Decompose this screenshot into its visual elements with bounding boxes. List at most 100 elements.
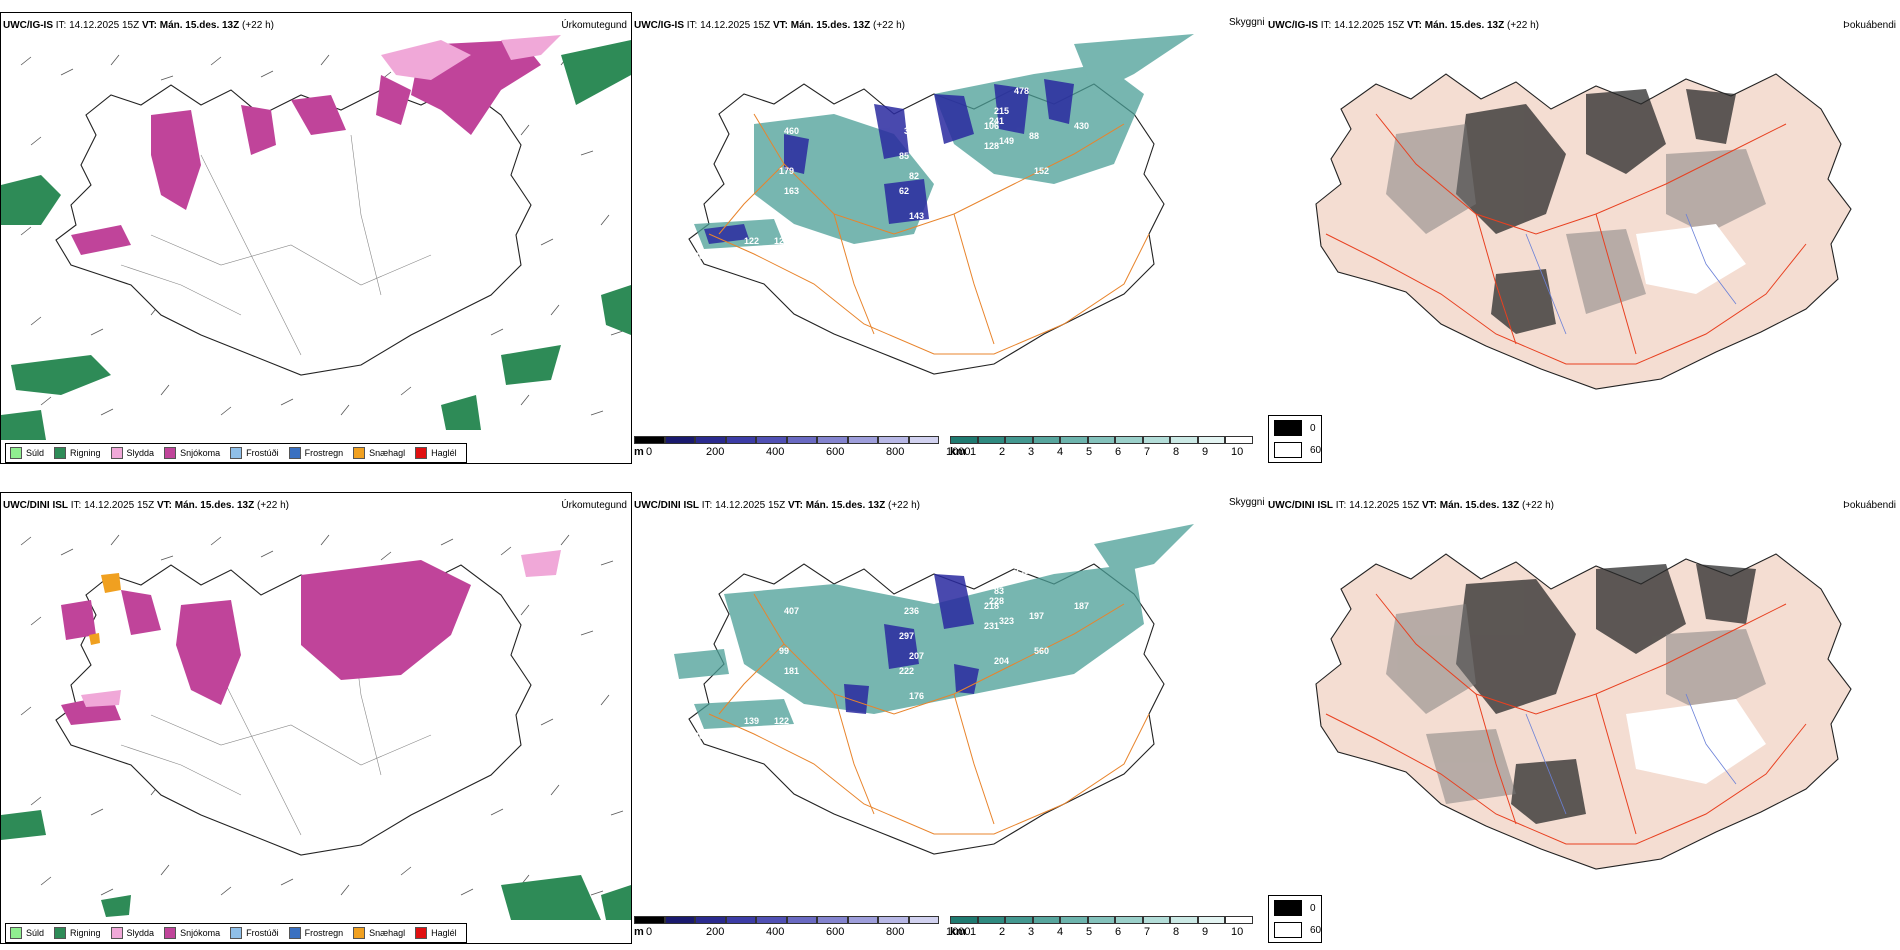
legend-item: Snæhagl xyxy=(353,927,405,939)
visibility-label: 60 xyxy=(1310,924,1322,936)
colorbar-tick: 2 xyxy=(999,446,1006,458)
legend-swatch xyxy=(288,447,301,459)
colorbar-tick: 2 xyxy=(999,926,1006,938)
colorbar-tick: 8 xyxy=(1173,926,1180,938)
visibility-legend-row: 60 xyxy=(1274,922,1321,938)
visibility-swatch xyxy=(1274,900,1302,916)
panel-header: UWC/DINI ISL IT: 14.12.2025 15Z VT: Mán.… xyxy=(3,500,631,516)
cloud-base-label: 228 xyxy=(989,596,1004,606)
lead-time: (+22 h) xyxy=(257,500,289,511)
colorbar-segment xyxy=(1115,916,1143,924)
it-value: 14.12.2025 15Z xyxy=(715,500,786,511)
cloud-base-colorbar: m 0 200 400 600 800 1000 xyxy=(634,916,970,940)
colorbar-segment xyxy=(950,436,978,444)
snow-areas xyxy=(61,560,471,725)
colorbar-tick: 3 xyxy=(1028,926,1035,938)
legend-swatch xyxy=(230,927,243,939)
colorbar-segment xyxy=(1032,436,1060,444)
colorbar-segment xyxy=(1005,436,1033,444)
legend-label: Snæhagl xyxy=(369,448,406,458)
cloud-base-label: 218 xyxy=(984,601,999,611)
legend-item: Slydda xyxy=(110,927,154,939)
cloud-base-label: 215 xyxy=(994,106,1009,116)
cloud-base-label: 154 xyxy=(994,176,1009,186)
model-name: UWC/IG-IS xyxy=(1268,20,1318,31)
cloud-base-label: 121 xyxy=(964,696,979,706)
fog-map xyxy=(1315,553,1852,870)
fog-grey-areas xyxy=(1386,604,1766,804)
colorbar-tick: 6 xyxy=(1115,926,1122,938)
visibility-legend: 0 60 xyxy=(1268,895,1322,943)
cloud-base-label: 179 xyxy=(779,166,794,176)
colorbar-segment xyxy=(1170,436,1198,444)
legend-label: Súld xyxy=(26,928,45,938)
cloud-top-colorbar: km 1 2 3 4 5 6 7 8 9 10 xyxy=(950,916,1262,940)
it-label: IT: xyxy=(1335,500,1347,511)
cloud-panel-2: UWC/DINI ISL IT: 14.12.2025 15Z VT: Mán.… xyxy=(634,492,1265,944)
legend-item: Snjókoma xyxy=(164,927,220,939)
colorbar-segment xyxy=(1225,436,1253,444)
sleet-areas xyxy=(381,35,561,80)
cloud-base-colorbar: m 0 200 400 600 800 1000 xyxy=(634,436,970,460)
fog-panel-1: UWC/IG-IS IT: 14.12.2025 15Z VT: Mán. 15… xyxy=(1266,12,1900,464)
it-value: 14.12.2025 15Z xyxy=(1334,20,1405,31)
model-name: UWC/DINI ISL xyxy=(634,500,699,511)
colorbar-tick: 10 xyxy=(1231,446,1244,458)
colorbar-segment xyxy=(1087,436,1115,444)
colorbar-segment xyxy=(1060,916,1088,924)
legend-label: Frostregn xyxy=(304,448,344,458)
panel-title: Úrkomutegund xyxy=(561,500,627,511)
colorbar-tick: 1 xyxy=(970,446,977,458)
colorbar-unit: km xyxy=(950,926,966,938)
visibility-legend: 0 60 xyxy=(1268,415,1322,463)
legend-label: Rigning xyxy=(70,928,101,938)
cloud-map: 235 228 197 187 236 297 207 222 218 231 323 204 560 1… xyxy=(674,524,1194,855)
roads xyxy=(708,593,1150,835)
legend-swatch xyxy=(288,927,301,939)
it-value: 14.12.2025 15Z xyxy=(84,500,155,511)
colorbar-segment xyxy=(1225,916,1253,924)
colorbar-segment xyxy=(1170,916,1198,924)
visibility-swatch xyxy=(1274,420,1302,436)
fog-roads xyxy=(1325,113,1807,365)
colorbar-segment xyxy=(878,916,909,924)
precip-legend: Súld Rigning Slydda Snjókoma Frostúði Frostre… xyxy=(5,443,467,463)
legend-swatch xyxy=(415,927,428,939)
colorbar-segment xyxy=(908,916,939,924)
panel-title: Þokuábendi xyxy=(1843,500,1896,511)
colorbar-tick: 200 xyxy=(706,926,725,938)
panel-title: Úrkomutegund xyxy=(561,20,627,31)
cloud-top-areas xyxy=(674,524,1194,729)
cloud-panel-1: UWC/IG-IS IT: 14.12.2025 15Z VT: Mán. 15… xyxy=(634,12,1265,464)
legend-swatch xyxy=(230,447,243,459)
lead-time: (+22 h) xyxy=(242,20,274,31)
roads xyxy=(708,113,1150,355)
iceland-land xyxy=(1315,73,1852,390)
lead-time: (+22 h) xyxy=(1522,500,1554,511)
colorbar-segment xyxy=(908,436,939,444)
panel-title: Skyggni xyxy=(1229,497,1265,508)
cloud-top-colorbar: km 1 2 3 4 5 6 7 8 9 10 xyxy=(950,436,1262,460)
cloud-base-areas xyxy=(844,574,979,714)
colorbar-tick: 10 xyxy=(1231,926,1244,938)
legend-swatch xyxy=(353,927,366,939)
cloud-base-label: 149 xyxy=(999,136,1014,146)
lead-time: (+22 h) xyxy=(1507,20,1539,31)
legend-item: Rigning xyxy=(54,927,101,939)
cloud-base-label: 128 xyxy=(984,141,999,151)
fog-grey-areas xyxy=(1386,124,1766,314)
colorbar-segment xyxy=(878,436,909,444)
panel-header: UWC/DINI ISL IT: 14.12.2025 15Z VT: Mán.… xyxy=(634,500,1264,516)
colorbar-segment xyxy=(1060,436,1088,444)
visibility-swatch xyxy=(1274,442,1302,458)
cloud-base-label: 297 xyxy=(899,631,914,641)
cloud-base-label: 106 xyxy=(984,121,999,131)
colorbar-segment xyxy=(756,916,787,924)
visibility-legend-row: 60 xyxy=(1274,442,1321,458)
legend-label: Rigning xyxy=(70,448,101,458)
colorbar-segment xyxy=(695,916,726,924)
vt-value: Mán. 15.des. 13Z xyxy=(805,500,886,511)
colorbar-segment xyxy=(1142,916,1170,924)
colorbar-segment xyxy=(634,436,665,444)
